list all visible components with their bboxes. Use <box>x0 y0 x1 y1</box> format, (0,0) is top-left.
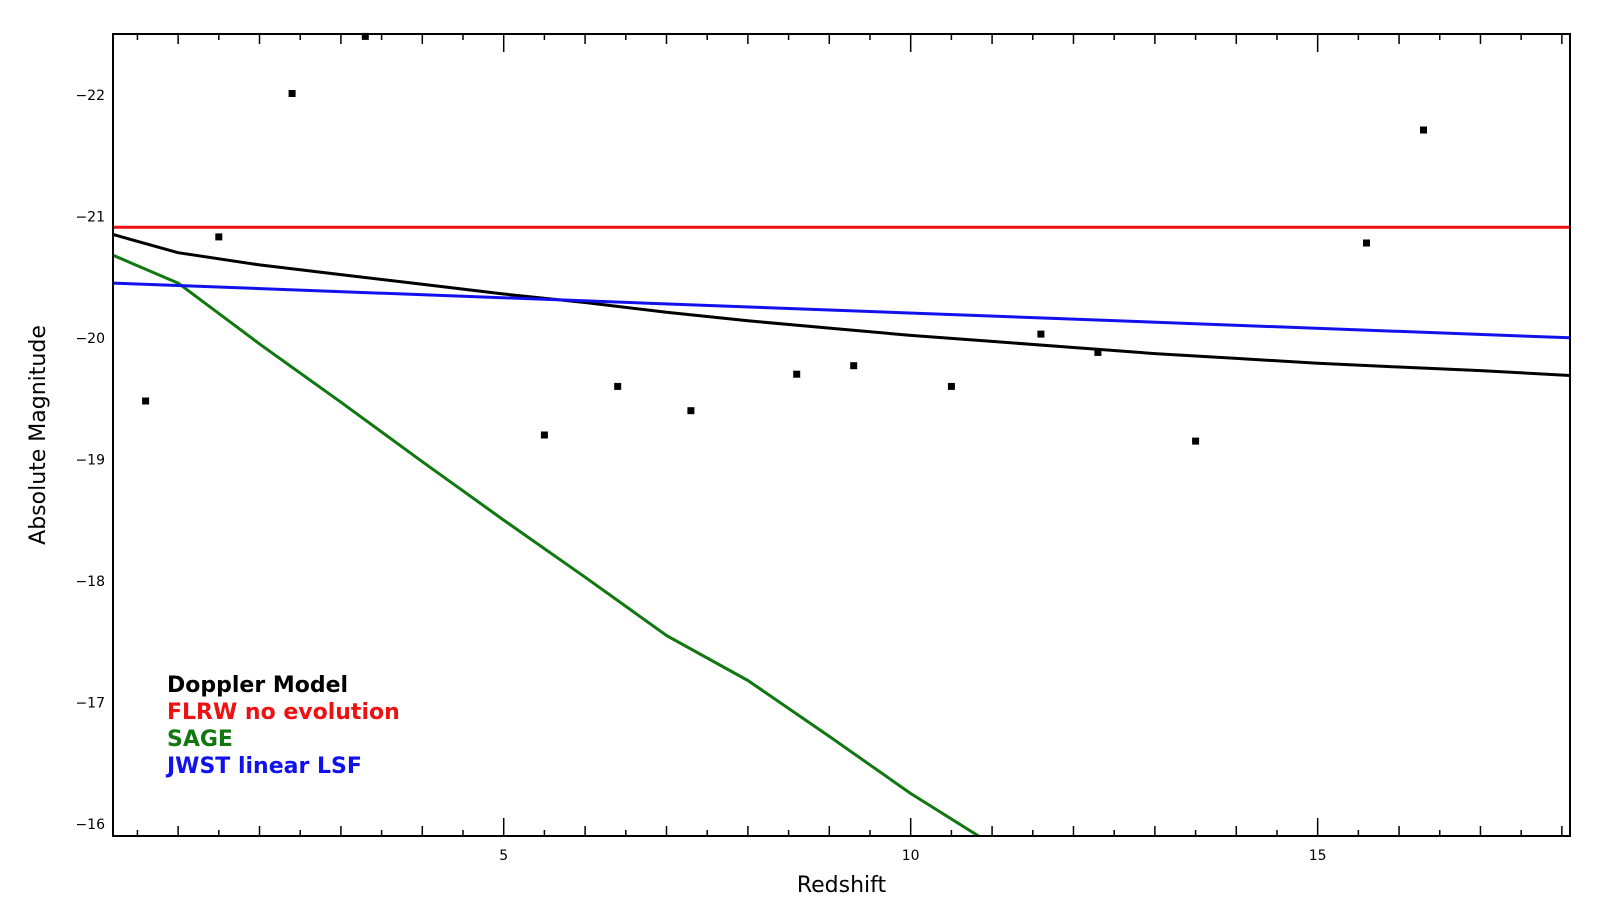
series-line-jwst-linear-lsf <box>113 281 1570 340</box>
data-point <box>947 382 955 390</box>
data-point <box>687 407 695 415</box>
legend-entry: JWST linear LSF <box>165 754 362 779</box>
plot-frame <box>112 33 1571 837</box>
x-tick-label: 5 <box>499 848 508 864</box>
series-line-sage <box>113 253 982 836</box>
legend-entry: SAGE <box>167 727 233 752</box>
y-tick-label: −17 <box>75 695 105 711</box>
series-layer <box>113 225 1570 836</box>
tick-labels: 5 10 15 −16 −17 −18 −19 −20 −21 −22 <box>75 88 1326 864</box>
y-tick-label: −22 <box>75 88 105 104</box>
data-point <box>1192 437 1200 445</box>
data-point <box>361 32 369 40</box>
y-tick-label: −21 <box>75 209 105 225</box>
x-axis-title: Redshift <box>797 873 887 898</box>
data-point <box>850 362 858 370</box>
data-point <box>1094 348 1102 356</box>
legend-entry: FLRW no evolution <box>167 700 400 725</box>
series-line-doppler-model <box>113 233 1570 377</box>
y-tick-label: −16 <box>75 817 105 833</box>
data-point <box>1363 239 1370 247</box>
y-tick-label: −19 <box>75 452 105 468</box>
x-tick-label: 10 <box>902 848 920 864</box>
y-tick-label: −20 <box>75 331 105 347</box>
data-point <box>288 90 296 97</box>
data-point <box>215 233 223 241</box>
legend-entry: Doppler Model <box>167 673 348 698</box>
data-point <box>614 382 622 390</box>
data-point <box>1420 126 1427 134</box>
y-axis-title: Absolute Magnitude <box>26 325 51 545</box>
data-point <box>540 431 548 439</box>
x-tick-label: 15 <box>1309 848 1327 864</box>
data-point <box>1037 330 1045 338</box>
data-point <box>793 370 801 378</box>
scatter-points <box>142 32 1427 445</box>
y-tick-label: −18 <box>75 574 105 590</box>
data-point <box>142 397 150 405</box>
